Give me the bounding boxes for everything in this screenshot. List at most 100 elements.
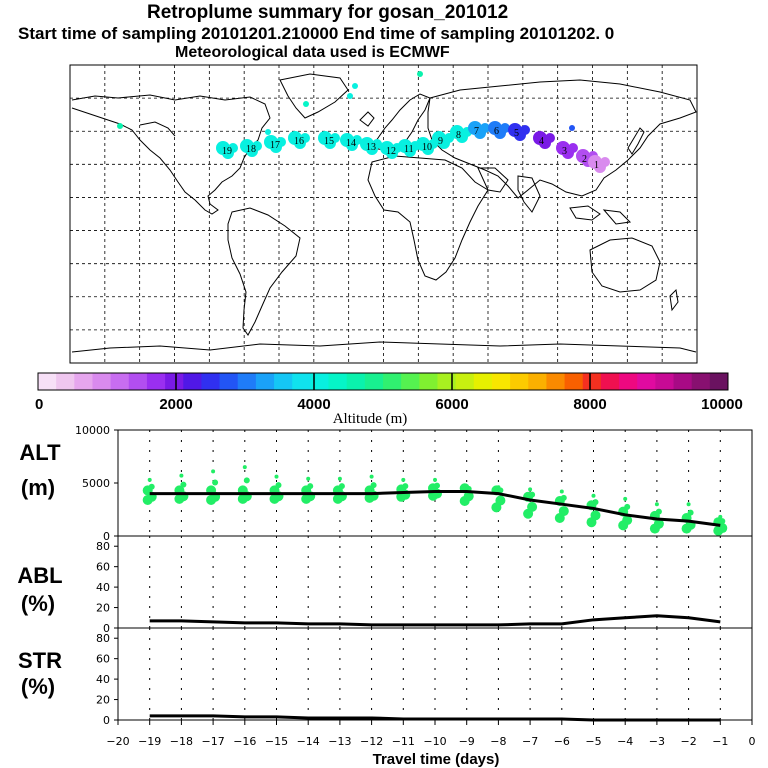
colorbar-tick-label: 10000 xyxy=(701,396,743,413)
panel-label-name: STR xyxy=(18,648,62,673)
colorbar-tick-label: 2000 xyxy=(159,396,192,413)
altitude-spread-marker xyxy=(369,474,374,479)
plume-marker xyxy=(352,83,358,89)
colorbar-swatch xyxy=(401,373,420,390)
coastlines xyxy=(71,73,697,353)
colorbar-swatch xyxy=(274,373,293,390)
colorbar-swatch xyxy=(292,373,311,390)
colorbar-tick-label: 8000 xyxy=(573,396,606,413)
altitude-spread-marker xyxy=(590,510,601,521)
x-tick-label: −8 xyxy=(490,735,506,748)
y-tick-label: 40 xyxy=(96,581,110,594)
colorbar-swatch xyxy=(383,373,402,390)
plume-marker xyxy=(225,153,231,159)
x-tick-label: −9 xyxy=(459,735,475,748)
altitude-spread-marker xyxy=(434,482,440,489)
altitude-spread-marker xyxy=(464,484,469,489)
colorbar-swatch xyxy=(237,373,257,390)
colorbar-swatch xyxy=(128,373,148,390)
altitude-spread-marker xyxy=(307,483,314,490)
colorbar-swatch xyxy=(310,373,330,390)
colorbar-swatch xyxy=(564,373,584,390)
plume-trajectory xyxy=(117,71,610,173)
colorbar-swatch xyxy=(346,373,366,390)
colorbar-axis-label: Altitude (m) xyxy=(333,411,408,427)
altitude-spread-marker xyxy=(212,479,219,486)
plume-marker xyxy=(276,137,286,147)
x-tick-label: −1 xyxy=(712,735,728,748)
plume-marker xyxy=(347,93,353,99)
colorbar-tick-label: 4000 xyxy=(297,396,330,413)
y-tick-label: 10000 xyxy=(75,424,110,437)
altitude-spread-marker xyxy=(495,495,506,506)
x-axis: −20 −19 −18 −17 −16 −15 −14 −13 −12 −11 −10 −9 −8 −7−… xyxy=(106,720,756,768)
colorbar-swatch xyxy=(491,373,511,390)
plume-marker xyxy=(300,133,310,143)
sampling-time-label: Start time of sampling 20101201.210000 E… xyxy=(18,24,615,43)
plume-day-label: 15 xyxy=(324,136,334,147)
plume-marker xyxy=(569,125,575,131)
series-line-abl xyxy=(149,614,721,627)
x-tick-label: −4 xyxy=(617,735,633,748)
chart-title: Retroplume summary for gosan_201012 xyxy=(147,2,509,23)
altitude-spread-marker xyxy=(687,509,694,516)
altitude-spread-marker xyxy=(527,501,538,512)
altitude-spread-marker xyxy=(560,494,567,501)
plume-day-label: 3 xyxy=(562,146,567,157)
colorbar-tick-label: 6000 xyxy=(435,396,468,413)
plume-day-label: 14 xyxy=(346,138,356,149)
plume-day-label: 19 xyxy=(222,146,232,157)
altitude-spread-marker xyxy=(180,481,187,488)
altitude-spread-marker xyxy=(559,489,564,494)
panel-label-name: ALT xyxy=(19,440,61,465)
altitude-spread-marker xyxy=(623,496,628,501)
altitude-spread-marker xyxy=(306,476,311,481)
altitude-spread-marker xyxy=(529,491,536,498)
plume-marker xyxy=(500,123,510,133)
altitude-spread-marker xyxy=(148,483,155,490)
plume-day-label: 17 xyxy=(270,140,280,151)
colorbar-swatch xyxy=(92,373,112,390)
altitude-spread-marker xyxy=(147,477,152,482)
colorbar-swatch xyxy=(619,373,638,390)
x-tick-label: −13 xyxy=(328,735,351,748)
plume-marker xyxy=(600,157,610,167)
x-tick-label: −18 xyxy=(170,735,193,748)
colorbar-swatch xyxy=(673,373,693,390)
series-line-alt xyxy=(149,489,721,527)
y-tick-label: 60 xyxy=(96,561,110,574)
colorbar-swatch xyxy=(219,373,239,390)
x-tick-label: −20 xyxy=(106,735,129,748)
panel-alt: 0 5000 10000 ALT (m) xyxy=(19,424,753,543)
x-tick-label: −3 xyxy=(649,735,665,748)
altitude-spread-marker xyxy=(179,473,184,478)
altitude-spread-marker xyxy=(370,482,377,489)
x-tick-label: −5 xyxy=(585,735,601,748)
met-data-label: Meteorological data used is ECMWF xyxy=(175,44,450,61)
plume-day-label: 1 xyxy=(594,160,599,171)
colorbar-swatch xyxy=(255,373,275,390)
x-tick-label: −7 xyxy=(522,735,538,748)
plume-day-label: 8 xyxy=(456,130,461,141)
altitude-spread-marker xyxy=(622,515,633,526)
altitude-spread-marker xyxy=(463,491,474,502)
x-tick-label: −11 xyxy=(392,735,415,748)
plume-day-label: 11 xyxy=(404,144,414,155)
plume-marker xyxy=(265,129,271,135)
colorbar-swatch xyxy=(637,373,656,390)
colorbar-swatch xyxy=(165,373,184,390)
panel-str: 0 20 40 60 80 STR(%) xyxy=(18,627,753,727)
altitude-spread-marker xyxy=(338,483,345,490)
plume-day-label: 9 xyxy=(438,136,443,147)
plume-marker xyxy=(303,101,309,107)
colorbar-swatch xyxy=(201,373,221,390)
colorbar-swatch xyxy=(455,373,475,390)
altitude-spread-marker xyxy=(592,499,599,506)
y-tick-label: 0 xyxy=(103,530,110,543)
plume-marker xyxy=(372,139,382,149)
plume-marker xyxy=(417,71,423,77)
plume-marker xyxy=(520,125,530,135)
altitude-spread-marker xyxy=(558,506,569,517)
panel-label-unit: (%) xyxy=(21,591,55,616)
plume-day-label: 5 xyxy=(514,128,519,139)
